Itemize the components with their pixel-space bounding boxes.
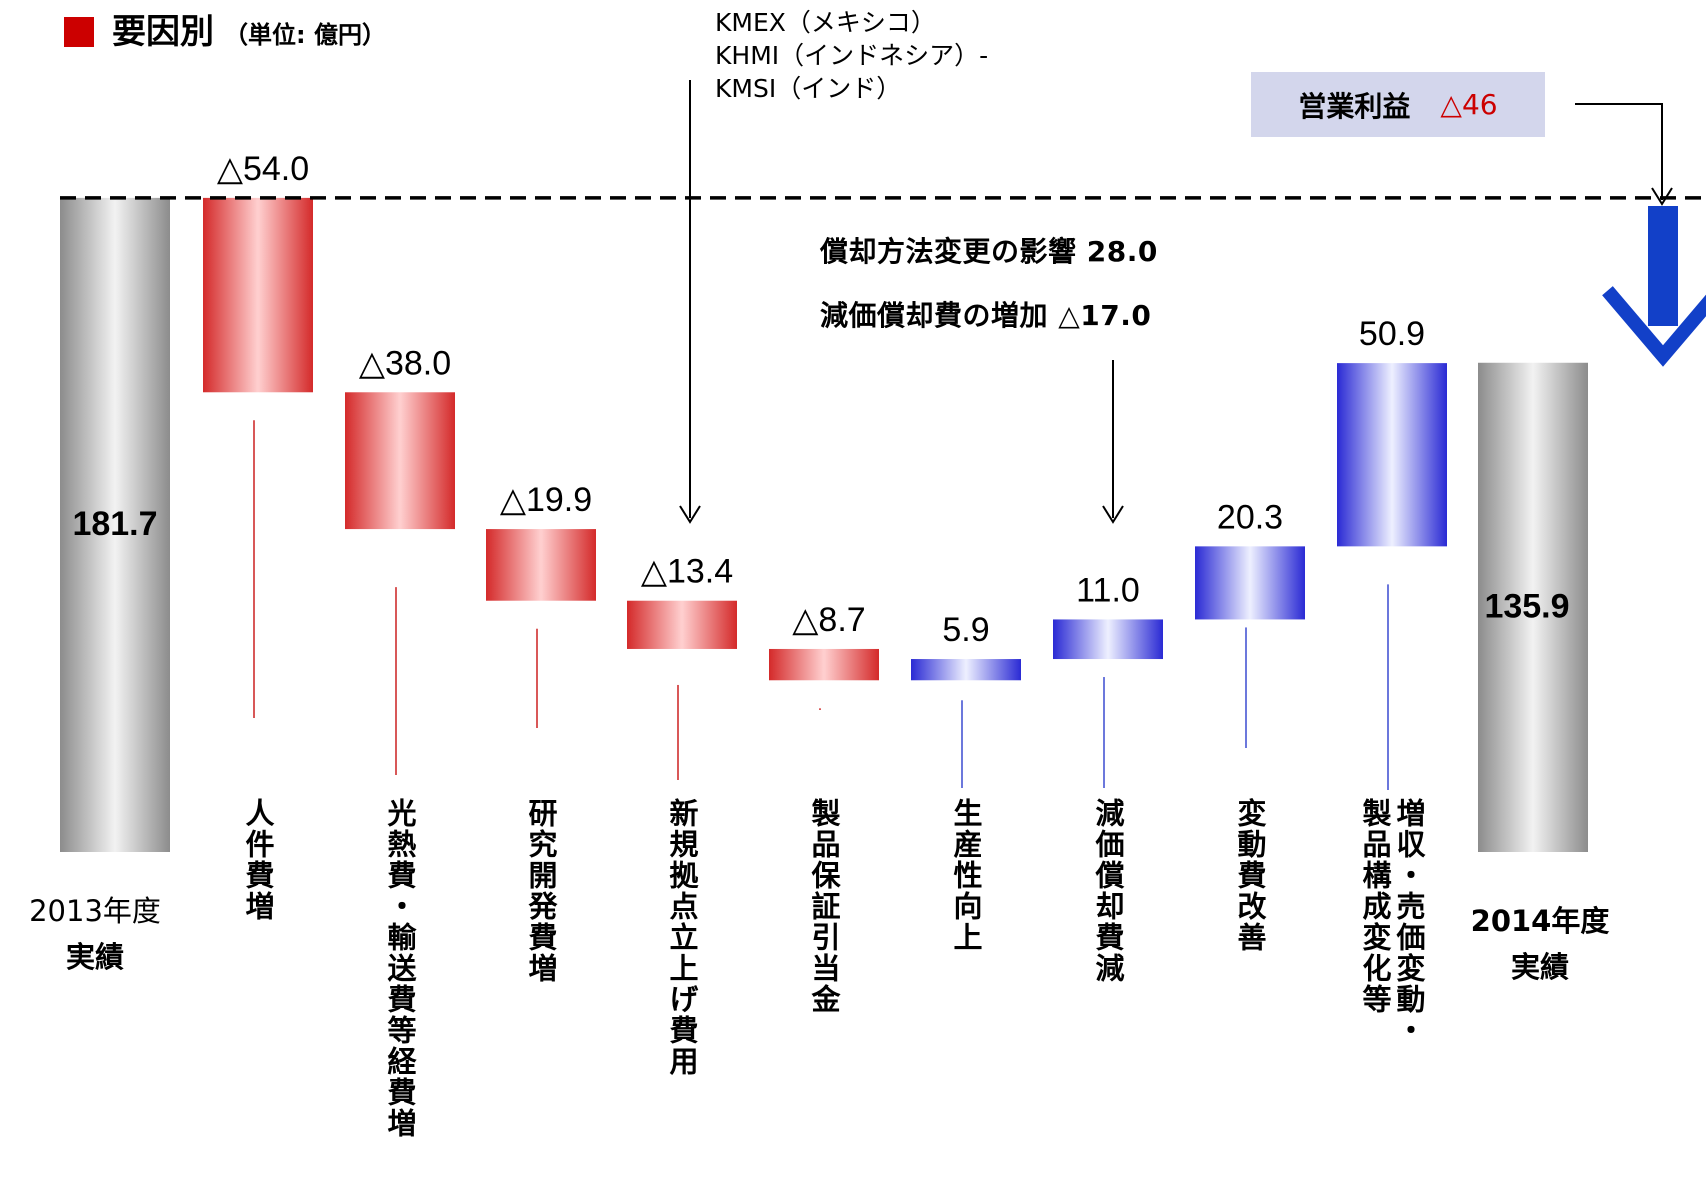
negative-factor-bar [486,529,596,601]
start-year-label: 2013年度 [29,894,161,928]
category-label: 人件費増 [241,798,275,922]
end-total-bar [1478,362,1588,852]
category-label: 研究開発費増 [524,798,558,984]
operating-profit-badge: 営業利益 △46 [1251,72,1545,137]
factor-value-label: △19.9 [500,481,592,519]
kmex-arrowhead-icon [679,505,701,524]
start-category-label: 2013年度 実績 [0,888,190,980]
positive-factor-bar [1337,363,1447,547]
category-label-line: 新規拠点立上げ費用 [665,798,699,1077]
unit-label: （単位: 億円） [224,21,386,49]
positive-factor-bar [911,659,1021,681]
end-value-label: 135.9 [1484,587,1569,625]
factor-value-label: △8.7 [792,601,865,639]
category-label: 製品保証引当金 [807,798,841,1015]
end-sub-label: 実績 [1510,950,1569,984]
category-label: 変動費改善 [1233,798,1267,953]
negative-factor-bar [345,392,455,530]
kmex-note-line: KHMI（インドネシア）- [715,41,989,70]
kmex-note-line: KMSI（インド） [715,74,902,103]
end-category-label: 2014年度 実績 [1440,898,1640,990]
operating-profit-value: △46 [1440,88,1498,121]
title-square-icon [64,17,94,47]
category-label-line: 変動費改善 [1233,798,1267,953]
chart-title-block: 要因別 （単位: 億円） [64,4,386,53]
category-label: 光熱費・輸送費等経費増 [383,798,417,1139]
end-year-label: 2014年度 [1470,904,1610,938]
operating-profit-label: 営業利益 [1298,89,1411,123]
category-label-line: 研究開発費増 [524,798,558,984]
factor-value-label: 20.3 [1217,498,1283,536]
category-label: 増収・売価変動・ 製品構成変化等 [1358,798,1426,1046]
category-label-line: 光熱費・輸送費等経費増 [383,798,417,1139]
start-sub-label: 実績 [65,940,124,974]
category-label-line: 増収・売価変動・ [1392,798,1426,1046]
big-down-arrow-icon [1602,286,1706,367]
category-label: 生産性向上 [949,798,983,953]
category-label-line: 生産性向上 [949,798,983,953]
depreciation-arrowhead-icon [1102,505,1124,524]
factor-value-label: △54.0 [217,150,309,188]
category-label-line: 人件費増 [241,798,275,922]
category-label-line: 製品構成変化等 [1358,798,1392,1015]
negative-factor-bar [627,600,737,649]
positive-factor-bar [1195,546,1305,620]
start-total-bar [60,197,170,852]
category-label-line: 製品保証引当金 [807,798,841,1015]
depreciation-increase-note: 減価償却費の増加 △17.0 [820,299,1152,332]
negative-factor-bar [769,648,879,681]
badge-connector-line [1575,103,1663,200]
negative-factor-bar [203,197,313,393]
chart-title: 要因別 [112,12,214,52]
big-down-arrow-shaft [1648,206,1678,326]
positive-factor-bar [1053,619,1163,660]
start-value-label: 181.7 [72,505,157,543]
factor-value-label: 50.9 [1359,315,1425,353]
category-label: 減価償却費減 [1091,798,1125,984]
factor-value-label: △38.0 [359,344,451,382]
kmex-note: KMEX（メキシコ） KHMI（インドネシア）- KMSI（インド） [715,6,988,105]
depreciation-effect-note: 償却方法変更の影響 28.0 [820,235,1158,268]
category-label: 新規拠点立上げ費用 [665,798,699,1077]
factor-value-label: △13.4 [641,553,733,591]
category-label-line: 減価償却費減 [1091,798,1125,984]
factor-value-label: 5.9 [942,611,989,649]
kmex-note-line: KMEX（メキシコ） [715,8,936,37]
factor-value-label: 11.0 [1076,571,1140,609]
badge-arrowhead-icon [1651,187,1673,206]
